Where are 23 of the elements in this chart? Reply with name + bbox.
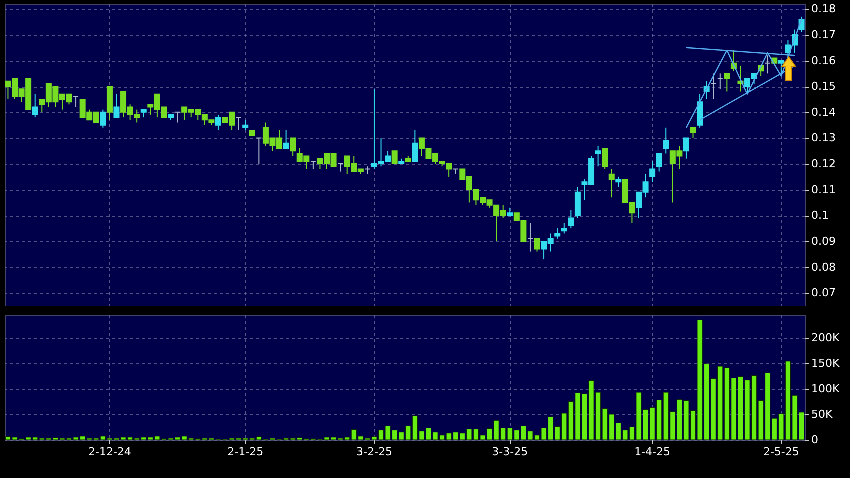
y-tick-label: 0.13 bbox=[812, 132, 836, 145]
y-tick-label: 0.16 bbox=[812, 54, 836, 68]
y-tick-label: 0.12 bbox=[812, 158, 836, 171]
y-tick-label: 50K bbox=[812, 408, 834, 421]
y-tick-label: 0 bbox=[812, 434, 818, 446]
y-tick-label: 0.14 bbox=[812, 106, 836, 119]
y-tick-label: 200K bbox=[812, 331, 840, 344]
y-tick-label: 0.08 bbox=[812, 260, 836, 274]
y-tick-label: 0.18 bbox=[812, 2, 836, 16]
y-tick-label: 0.15 bbox=[812, 80, 836, 94]
x-tick-label: 1-4-25 bbox=[634, 446, 671, 458]
x-tick-label: 3-3-25 bbox=[492, 446, 528, 458]
x-tick-label: 2-1-25 bbox=[228, 446, 264, 458]
y-tick-label: 0.09 bbox=[812, 234, 836, 248]
y-tick-label: 100K bbox=[812, 382, 840, 396]
x-tick-label: 2-12-24 bbox=[88, 446, 132, 458]
y-tick-label: 0.17 bbox=[812, 28, 836, 42]
y-tick-label: 150K bbox=[812, 356, 840, 370]
y-tick-label: 0.11 bbox=[812, 183, 836, 196]
y-tick-label: 0.07 bbox=[812, 286, 836, 300]
y-tick-label: 0.1 bbox=[812, 209, 829, 222]
x-tick-label: 3-2-25 bbox=[356, 446, 392, 458]
x-tick-label: 2-5-25 bbox=[763, 446, 800, 458]
